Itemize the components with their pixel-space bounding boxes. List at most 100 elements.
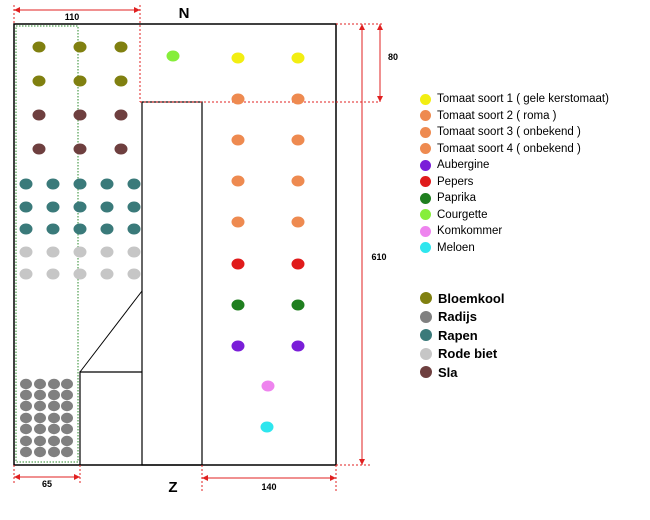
sla-plant — [73, 109, 87, 121]
legend-label: Courgette — [437, 208, 488, 221]
legend-swatch — [420, 225, 431, 237]
radijs-plant — [34, 423, 46, 435]
garden-plan: N Z 110 80 610 65 140 — [13, 5, 398, 496]
radijs-plant — [20, 378, 32, 390]
legend-label: Rapen — [438, 327, 478, 343]
tomaat-plant — [231, 52, 245, 64]
legend-label: Paprika — [437, 192, 476, 205]
legend-item: Radijs — [420, 308, 650, 327]
radijs-plant — [34, 435, 46, 447]
legend-item: Tomaat soort 3 ( onbekend ) — [420, 124, 650, 141]
legend-label: Tomaat soort 4 ( onbekend ) — [437, 142, 581, 155]
raap-plant — [46, 178, 60, 190]
legend-swatch — [420, 366, 432, 379]
bloemkool-plant — [114, 41, 128, 53]
legend: Tomaat soort 1 ( gele kerstomaat) Tomaat … — [420, 91, 650, 382]
legend-item: Meloen — [420, 240, 650, 257]
legend-label: Rode biet — [438, 346, 498, 362]
tomaat-plant — [231, 216, 245, 228]
center-path — [141, 101, 203, 466]
legend-label: Tomaat soort 3 ( onbekend ) — [437, 126, 581, 139]
raap-plant — [100, 178, 114, 190]
sla-plant — [114, 143, 128, 155]
aubergine-plant — [291, 340, 305, 352]
rode-biet-plant — [127, 246, 141, 258]
legend-label: Radijs — [438, 309, 478, 325]
radijs-plant — [48, 435, 60, 447]
radijs-plant — [61, 412, 73, 424]
radijs-plant — [34, 378, 46, 390]
dimension-bottom-right: 140 — [261, 482, 276, 492]
legend-label: Tomaat soort 2 ( roma ) — [437, 109, 557, 122]
raap-plant — [19, 223, 33, 235]
legend-vegetables: Tomaat soort 1 ( gele kerstomaat) Tomaat … — [420, 91, 650, 256]
radijs-plant — [34, 389, 46, 401]
tomaat-plant — [231, 93, 245, 105]
radijs-plant — [48, 446, 60, 458]
raap-plant — [127, 178, 141, 190]
raap-plant — [73, 201, 87, 213]
radijs-plant — [20, 400, 32, 412]
raap-plant — [19, 201, 33, 213]
bloemkool-plant — [73, 41, 87, 53]
legend-label: Tomaat soort 1 ( gele kerstomaat) — [437, 93, 609, 106]
radijs-plant — [61, 378, 73, 390]
dimension-lines — [13, 5, 384, 492]
radijs-plant — [34, 412, 46, 424]
tomaat-plant — [291, 134, 305, 146]
raap-plant — [19, 178, 33, 190]
radijs-plant — [20, 423, 32, 435]
rode-biet-plant — [100, 268, 114, 280]
dimension-right-total: 610 — [371, 252, 386, 262]
legend-crops: Bloemkool Radijs Rapen Rode biet Sla — [420, 289, 650, 382]
dimension-right-top: 80 — [388, 52, 398, 62]
radijs-plant — [20, 446, 32, 458]
legend-swatch — [420, 347, 432, 360]
raap-plant — [46, 223, 60, 235]
legend-label: Meloen — [437, 241, 475, 254]
plants — [19, 41, 305, 458]
garden-outline — [13, 23, 337, 466]
legend-label: Bloemkool — [438, 290, 505, 306]
bloemkool-plant — [32, 75, 46, 87]
radijs-plant — [20, 389, 32, 401]
raap-plant — [73, 178, 87, 190]
rode-biet-plant — [46, 246, 60, 258]
north-label: N — [179, 5, 190, 22]
radijs-plant — [61, 446, 73, 458]
legend-item: Pepers — [420, 174, 650, 191]
south-label: Z — [168, 479, 177, 496]
rode-biet-plant — [19, 246, 33, 258]
radijs-plant — [61, 389, 73, 401]
legend-swatch — [420, 93, 431, 105]
bloemkool-plant — [73, 75, 87, 87]
shed — [79, 371, 142, 465]
radijs-plant — [61, 435, 73, 447]
raap-plant — [46, 201, 60, 213]
radijs-plant — [48, 423, 60, 435]
legend-item: Rode biet — [420, 345, 650, 364]
legend-item: Rapen — [420, 326, 650, 345]
aubergine-plant — [231, 340, 245, 352]
legend-item: Sla — [420, 363, 650, 382]
paprika-plant — [231, 299, 245, 311]
dimension-top-width: 110 — [65, 12, 80, 22]
legend-item: Komkommer — [420, 223, 650, 240]
radijs-plant — [48, 412, 60, 424]
radijs-plant — [20, 435, 32, 447]
diagonal-line — [79, 290, 143, 373]
left-bed-outline — [15, 25, 79, 463]
legend-item: Bloemkool — [420, 289, 650, 308]
legend-item: Aubergine — [420, 157, 650, 174]
raap-plant — [127, 223, 141, 235]
legend-swatch — [420, 176, 431, 188]
radijs-plant — [20, 412, 32, 424]
sla-plant — [73, 143, 87, 155]
sla-plant — [32, 109, 46, 121]
radijs-plant — [34, 446, 46, 458]
legend-swatch — [420, 126, 431, 138]
bloemkool-plant — [114, 75, 128, 87]
legend-swatch — [420, 292, 432, 305]
tomaat-plant — [291, 93, 305, 105]
radijs-plant — [34, 400, 46, 412]
